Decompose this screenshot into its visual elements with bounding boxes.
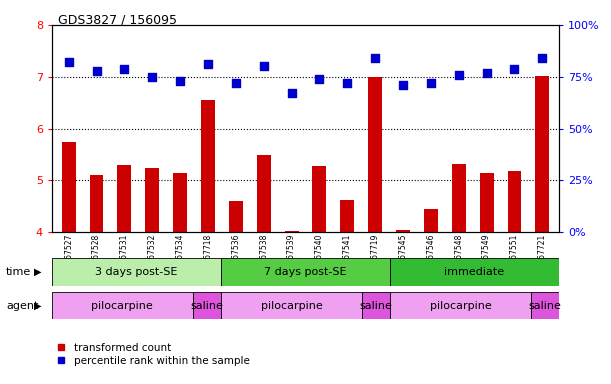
- Point: [175, 78, 185, 84]
- Bar: [145, 167, 159, 232]
- Bar: [173, 173, 187, 232]
- Bar: [535, 76, 549, 232]
- Bar: [368, 77, 382, 232]
- Bar: [390, 258, 559, 286]
- Bar: [396, 230, 410, 232]
- Bar: [221, 258, 390, 286]
- Point: [287, 90, 296, 96]
- Text: saline: saline: [191, 301, 224, 311]
- Text: saline: saline: [529, 301, 562, 311]
- Point: [370, 55, 380, 61]
- Text: immediate: immediate: [444, 267, 505, 277]
- Bar: [62, 142, 76, 232]
- Text: agent: agent: [6, 301, 38, 311]
- Text: ▶: ▶: [34, 301, 41, 311]
- Bar: [229, 201, 243, 232]
- Bar: [452, 164, 466, 232]
- Point: [231, 80, 241, 86]
- Bar: [340, 200, 354, 232]
- Text: 3 days post-SE: 3 days post-SE: [95, 267, 178, 277]
- Point: [538, 55, 547, 61]
- Bar: [221, 292, 362, 319]
- Bar: [117, 165, 131, 232]
- Point: [398, 82, 408, 88]
- Text: ▶: ▶: [34, 267, 41, 277]
- Bar: [90, 175, 103, 232]
- Bar: [424, 209, 438, 232]
- Point: [120, 65, 130, 71]
- Point: [454, 72, 464, 78]
- Text: saline: saline: [359, 301, 392, 311]
- Point: [64, 59, 73, 65]
- Bar: [362, 292, 390, 319]
- Point: [203, 61, 213, 68]
- Text: time: time: [6, 267, 31, 277]
- Point: [426, 80, 436, 86]
- Text: pilocarpine: pilocarpine: [430, 301, 491, 311]
- Bar: [257, 155, 271, 232]
- Point: [481, 70, 491, 76]
- Legend: transformed count, percentile rank within the sample: transformed count, percentile rank withi…: [57, 343, 250, 366]
- Bar: [390, 292, 531, 319]
- Bar: [193, 292, 221, 319]
- Point: [259, 63, 269, 70]
- Bar: [508, 171, 521, 232]
- Point: [510, 65, 519, 71]
- Bar: [52, 292, 193, 319]
- Bar: [285, 231, 299, 232]
- Bar: [52, 258, 221, 286]
- Bar: [480, 173, 494, 232]
- Point: [92, 68, 101, 74]
- Point: [315, 76, 324, 82]
- Point: [342, 80, 352, 86]
- Point: [147, 74, 157, 80]
- Text: GDS3827 / 156095: GDS3827 / 156095: [58, 13, 177, 26]
- Bar: [531, 292, 559, 319]
- Text: 7 days post-SE: 7 days post-SE: [264, 267, 347, 277]
- Bar: [201, 100, 215, 232]
- Text: pilocarpine: pilocarpine: [92, 301, 153, 311]
- Bar: [312, 166, 326, 232]
- Text: pilocarpine: pilocarpine: [260, 301, 322, 311]
